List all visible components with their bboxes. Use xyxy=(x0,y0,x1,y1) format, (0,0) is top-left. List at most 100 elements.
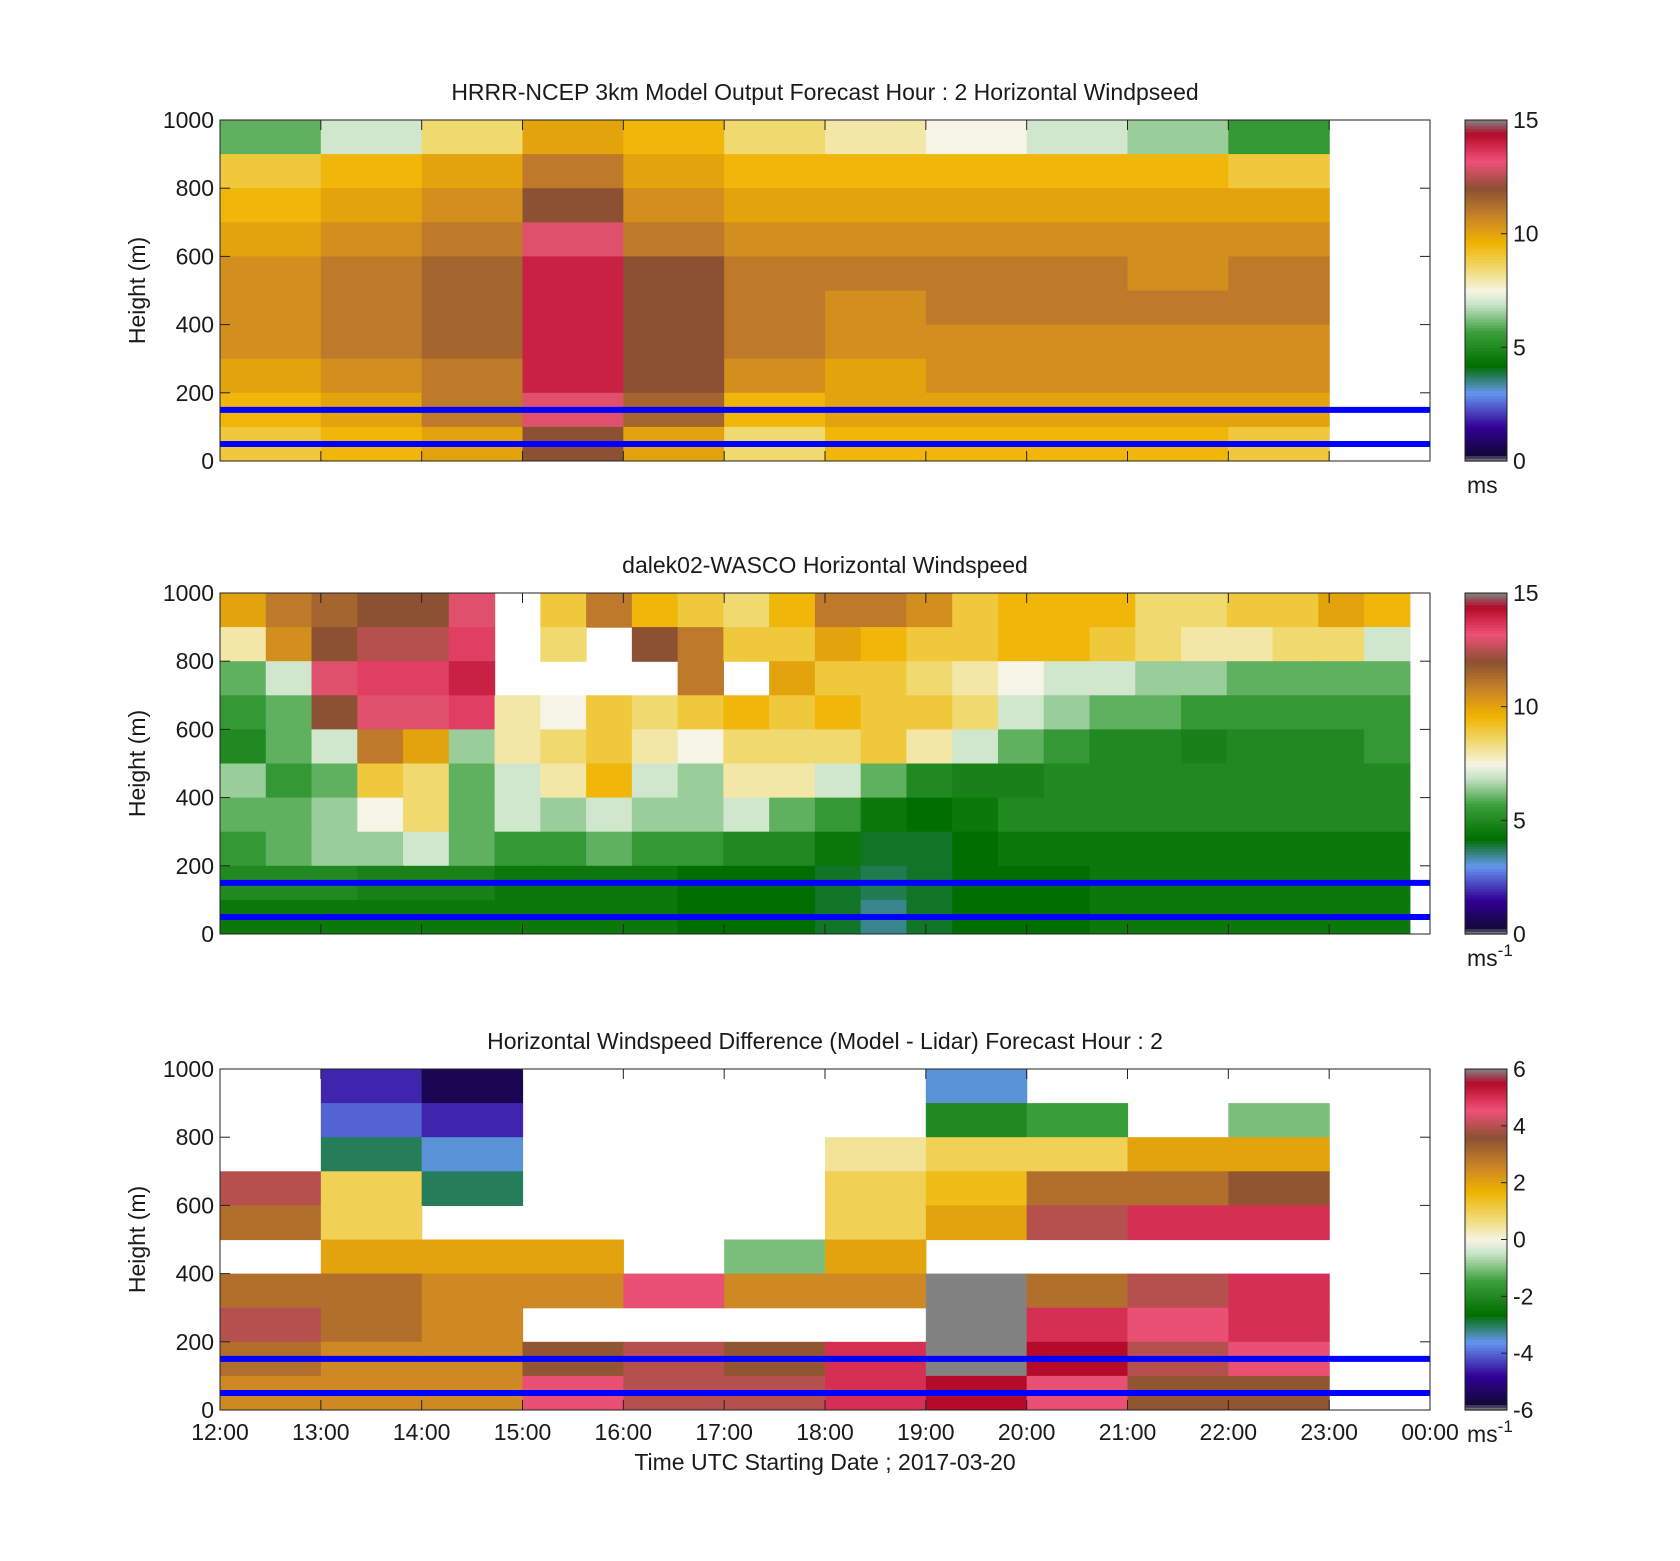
heatmap-cell xyxy=(265,797,313,833)
colorbar-segment xyxy=(1465,1358,1507,1363)
heatmap-cell xyxy=(952,627,999,662)
heatmap-cell xyxy=(1364,627,1411,662)
heatmap-cell xyxy=(540,593,587,628)
colorbar-segment xyxy=(1465,267,1507,272)
colorbar-segment xyxy=(1465,885,1507,890)
heatmap-cell xyxy=(1127,1273,1229,1309)
chart-title: Horizontal Windspeed Difference (Model -… xyxy=(487,1028,1163,1054)
heatmap-cell xyxy=(586,797,633,833)
colorbar-segment xyxy=(1465,429,1507,434)
colorbar-segment xyxy=(1465,1256,1507,1261)
heatmap-cell xyxy=(925,324,1028,360)
heatmap-cell xyxy=(814,763,862,799)
heatmap-cell xyxy=(925,1307,1028,1343)
heatmap-cell xyxy=(1272,627,1319,662)
heatmap-cell xyxy=(814,695,862,730)
heatmap-cell xyxy=(825,358,927,394)
heatmap-cell xyxy=(320,1239,423,1275)
heatmap-cell xyxy=(586,593,633,628)
heatmap-cell xyxy=(1135,763,1182,799)
colorbar-segment xyxy=(1465,173,1507,178)
colorbar-segment xyxy=(1465,769,1507,773)
heatmap-cell xyxy=(540,831,587,867)
colorbar-segment xyxy=(1465,689,1507,694)
colorbar-segment xyxy=(1465,1086,1507,1090)
heatmap-cell xyxy=(677,627,724,662)
colorbar-segment xyxy=(1465,333,1507,337)
colorbar-segment xyxy=(1465,1100,1507,1104)
colorbar-tick-label: 5 xyxy=(1513,334,1526,360)
colorbar-segment xyxy=(1465,797,1507,802)
colorbar-segment xyxy=(1465,919,1507,924)
colorbar-segment xyxy=(1465,358,1507,363)
heatmap-cell xyxy=(421,358,524,394)
heatmap-cell xyxy=(403,627,450,662)
colorbar-segment xyxy=(1465,179,1507,184)
heatmap-cell xyxy=(1318,695,1365,730)
y-tick-label: 400 xyxy=(176,312,214,338)
colorbar-segment xyxy=(1465,1105,1507,1110)
colorbar-segment xyxy=(1465,888,1507,893)
heatmap-cell xyxy=(494,797,541,833)
colorbar-segment xyxy=(1465,760,1507,765)
colorbar-segment xyxy=(1465,1159,1507,1164)
heatmap-cell xyxy=(677,593,724,628)
colorbar-segment xyxy=(1465,1222,1507,1226)
heatmap-cell xyxy=(925,154,1028,189)
colorbar-segment xyxy=(1465,389,1507,394)
heatmap-cell xyxy=(311,797,358,833)
colorbar-segment xyxy=(1465,604,1507,608)
colorbar-segment xyxy=(1465,851,1507,856)
heatmap-cell xyxy=(1135,695,1182,730)
colorbar-segment xyxy=(1465,455,1507,459)
heatmap-cell xyxy=(220,290,322,326)
heatmap-cell xyxy=(1026,324,1129,360)
heatmap-cell xyxy=(1089,763,1136,799)
heatmap-cell xyxy=(906,661,953,696)
colorbar-segment xyxy=(1465,593,1507,597)
colorbar-segment xyxy=(1465,1165,1507,1170)
colorbar-segment xyxy=(1465,259,1507,263)
colorbar-segment xyxy=(1465,1330,1507,1334)
heatmap-cell xyxy=(1026,222,1129,257)
colorbar-segment xyxy=(1465,367,1507,371)
heatmap-cell xyxy=(631,695,679,730)
heatmap-cell xyxy=(1318,627,1365,662)
colorbar-segment xyxy=(1465,185,1507,189)
colorbar-segment xyxy=(1465,601,1507,606)
colorbar-segment xyxy=(1465,791,1507,796)
heatmap-cell xyxy=(952,695,999,730)
colorbar-segment xyxy=(1465,837,1507,841)
colorbar-segment xyxy=(1465,635,1507,640)
x-tick-label: 23:00 xyxy=(1300,1419,1358,1445)
colorbar-segment xyxy=(1465,364,1507,368)
colorbar-segment xyxy=(1465,276,1507,280)
colorbar-segment xyxy=(1465,1404,1507,1408)
heatmap-cell xyxy=(220,324,322,360)
colorbar-segment xyxy=(1465,772,1507,776)
colorbar-segment xyxy=(1465,1344,1507,1349)
heatmap-cell xyxy=(1043,729,1091,765)
colorbar-segment xyxy=(1465,1185,1507,1190)
heatmap-cell xyxy=(860,661,908,696)
heatmap-cell xyxy=(1228,1273,1330,1309)
heatmap-cell xyxy=(1127,120,1229,155)
colorbar-segment xyxy=(1465,891,1507,895)
heatmap-cell xyxy=(220,661,267,696)
y-tick-label: 1000 xyxy=(163,1056,214,1082)
colorbar-segment xyxy=(1465,415,1507,420)
heatmap-cell xyxy=(1226,593,1274,628)
heatmap-cell xyxy=(1043,593,1091,628)
heatmap-cell xyxy=(1026,120,1129,155)
heatmap-cell xyxy=(311,831,358,867)
colorbar-frame xyxy=(1464,592,1508,935)
colorbar-tick-label: 0 xyxy=(1513,921,1526,947)
colorbar-segment xyxy=(1465,233,1507,238)
colorbar-segment xyxy=(1465,1094,1507,1099)
heatmap-cell xyxy=(724,1239,826,1275)
colorbar-segment xyxy=(1465,1157,1507,1161)
heatmap-cell xyxy=(1135,661,1182,696)
colorbar-segment xyxy=(1465,137,1507,141)
colorbar-segment xyxy=(1465,1350,1507,1354)
colorbar-segment xyxy=(1465,1375,1507,1380)
